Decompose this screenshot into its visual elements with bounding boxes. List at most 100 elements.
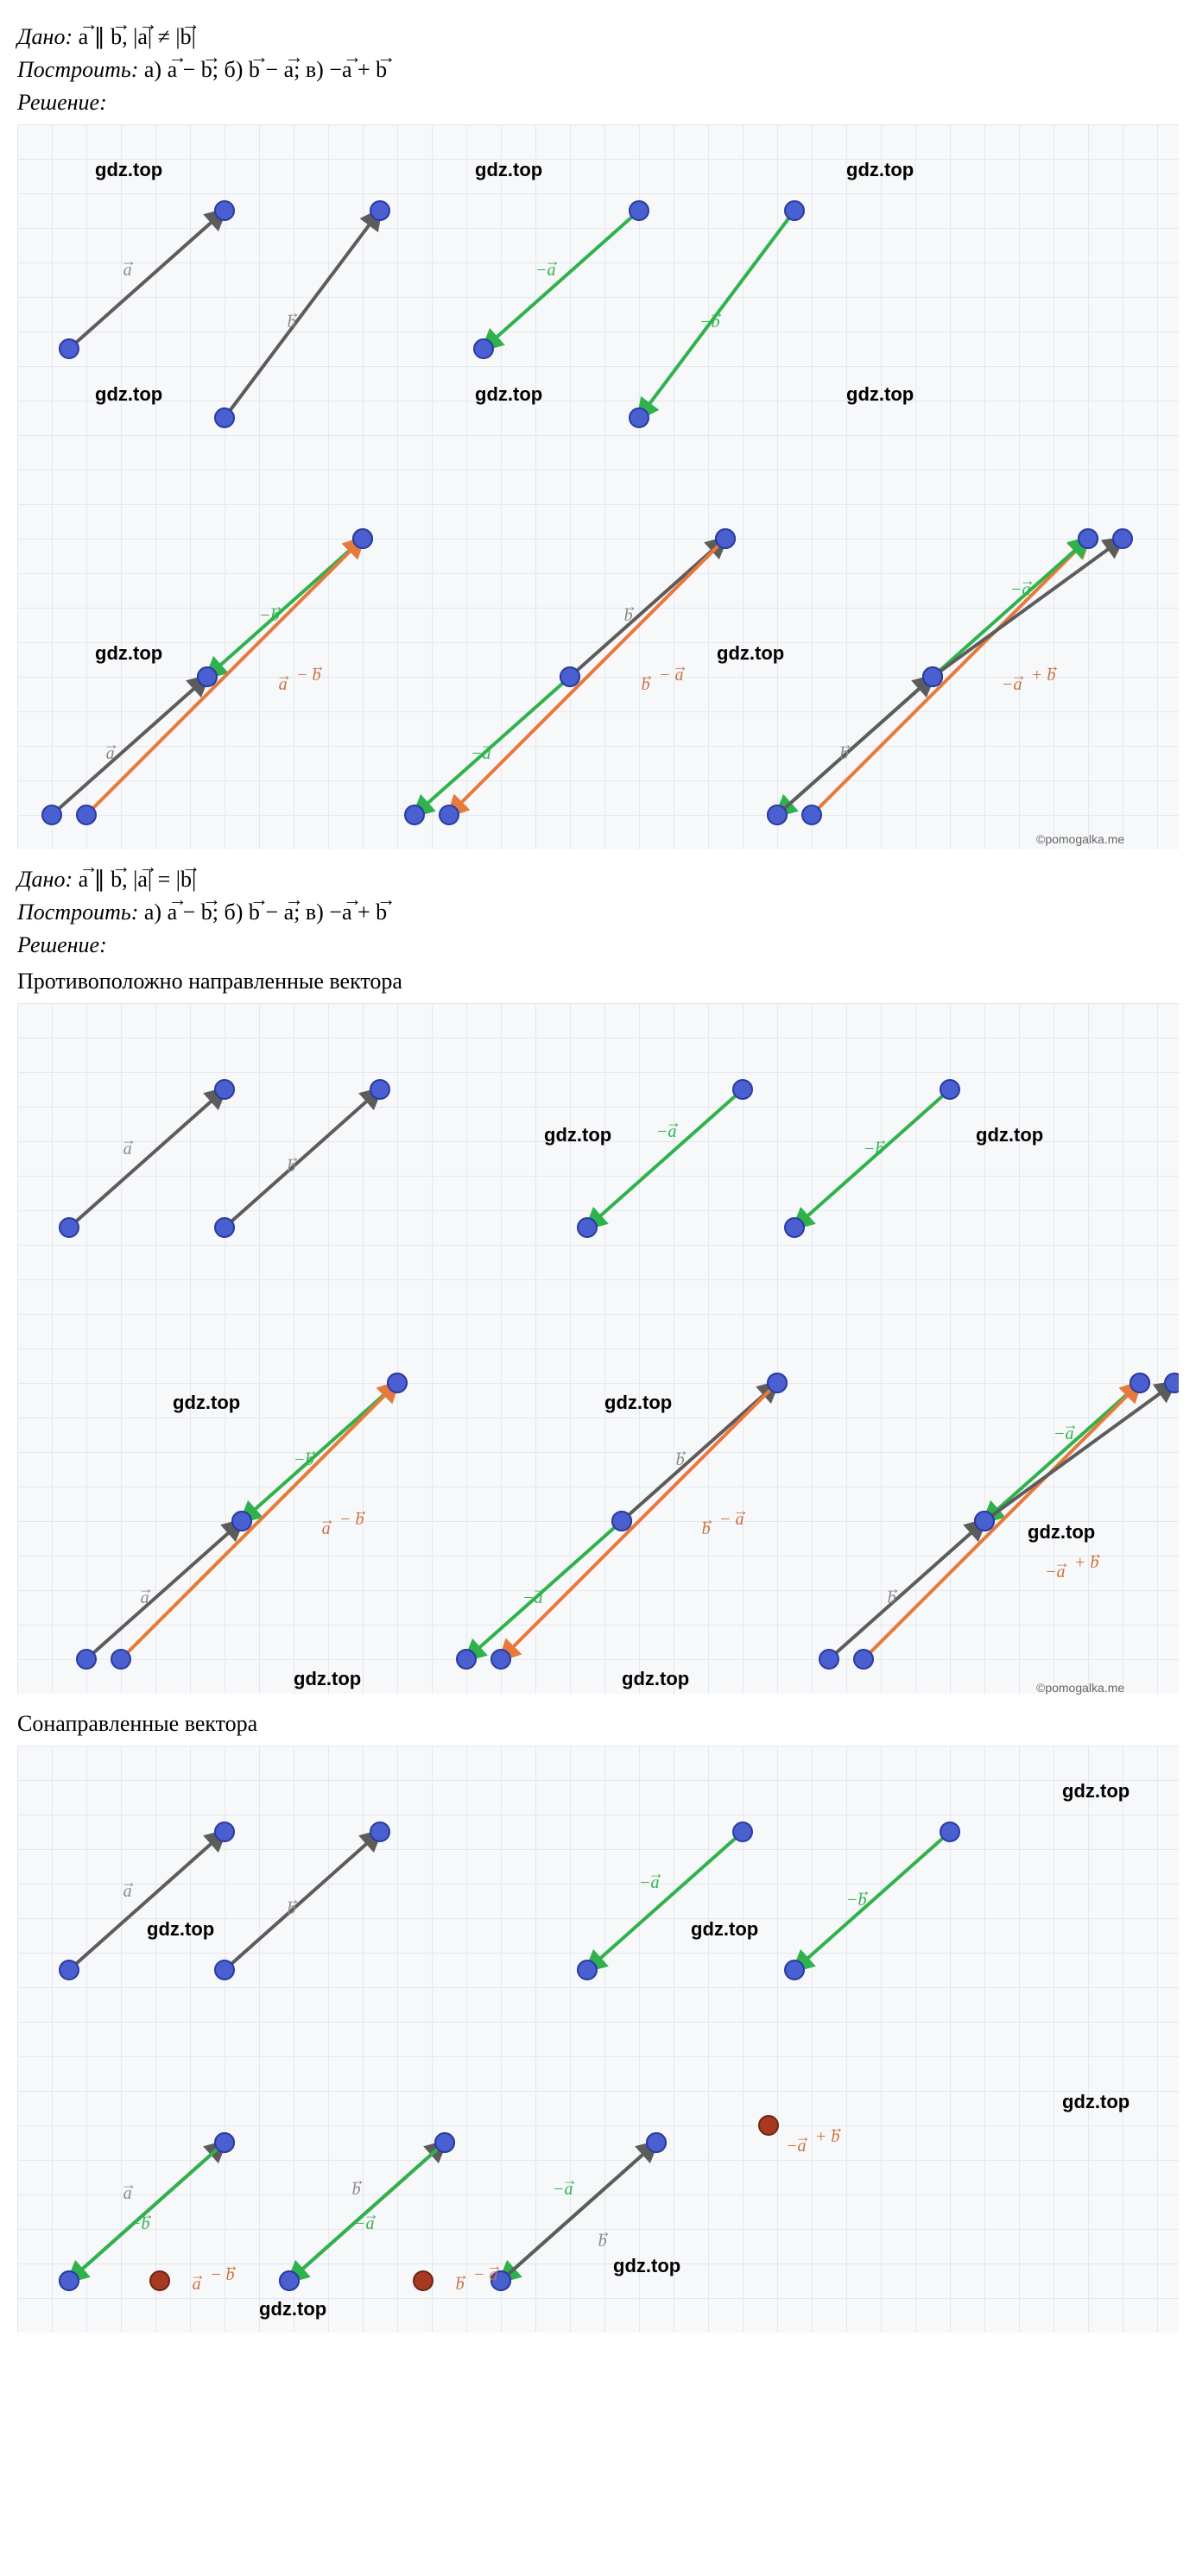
vector-line <box>207 539 363 677</box>
vector-endpoint <box>733 1080 752 1099</box>
vector-label: b→ − a→ <box>699 1501 749 1538</box>
vector-endpoint <box>280 2271 299 2290</box>
vector-line <box>777 677 933 815</box>
vector-endpoint <box>440 805 459 824</box>
vector-line <box>794 1089 950 1228</box>
build-prefix: Построить: <box>17 57 144 82</box>
vector-endpoint <box>215 1822 234 1841</box>
vector-line <box>622 1383 777 1521</box>
vector-label: −b→ <box>699 304 725 331</box>
vector-endpoint <box>1113 529 1132 548</box>
vector-endpoint <box>1130 1373 1149 1392</box>
result-point <box>759 2116 778 2135</box>
vector-line <box>570 539 725 677</box>
copyright: ©pomogalka.me <box>1036 832 1124 846</box>
vector-endpoint <box>802 805 821 824</box>
vector-endpoint <box>77 1650 96 1669</box>
heading-opposite: Противоположно направленные вектора <box>17 969 1179 994</box>
vector-label: a→ <box>121 252 136 280</box>
figure-svg: a→b→−a→−b→a→−b→a→ − b→−a→b→b→ − a→−a→b→−… <box>17 1003 1179 1694</box>
vector-endpoint <box>60 1960 79 1979</box>
vector-line <box>984 1383 1174 1521</box>
vector-endpoint <box>77 805 96 824</box>
vector-endpoint <box>560 667 579 686</box>
vector-line <box>794 1832 950 1970</box>
vector-label: −b→ <box>130 2206 155 2233</box>
vector-label: b→ <box>350 2171 365 2199</box>
vector-line <box>864 1383 1140 1659</box>
vector-endpoint <box>785 1218 804 1237</box>
vector-label: −b→ <box>864 1131 889 1159</box>
vector-line <box>86 1521 242 1659</box>
figure-1: a→b→−a→−b→a→−b→a→ − b→−a→b→b→ − a→−a→b→−… <box>17 124 1179 849</box>
vector-label: −a→ + b→ <box>1002 657 1060 694</box>
vector-label: −a→ <box>639 1865 664 1892</box>
vector-endpoint <box>232 1512 251 1531</box>
vector-label: a→ − b→ <box>320 1501 369 1538</box>
vector-endpoint <box>578 1960 597 1979</box>
vector-line <box>933 539 1088 677</box>
vector-line <box>501 2143 656 2281</box>
copyright: ©pomogalka.me <box>1036 1681 1124 1695</box>
vector-label: a→ <box>121 2175 136 2203</box>
vector-endpoint <box>457 1650 476 1669</box>
vector-endpoint <box>388 1373 407 1392</box>
vector-endpoint <box>60 1218 79 1237</box>
vector-label: b→ <box>885 1580 901 1607</box>
vector-line <box>484 211 639 349</box>
vector-endpoint <box>215 1218 234 1237</box>
build-body-2: а) a − b; б) b − a; в) −a + b <box>144 900 387 925</box>
vector-endpoint <box>353 529 372 548</box>
vector-endpoint <box>215 408 234 427</box>
vector-endpoint <box>474 339 493 358</box>
vector-endpoint <box>768 1373 787 1392</box>
result-point <box>150 2271 169 2290</box>
vector-endpoint <box>1165 1373 1179 1392</box>
solution-label-2: Решение: <box>17 932 1179 958</box>
build-prefix-2: Построить: <box>17 900 144 925</box>
vector-endpoint <box>975 1512 994 1531</box>
vector-endpoint <box>940 1822 959 1841</box>
vector-endpoint <box>491 1650 510 1669</box>
given-prefix: Дано: <box>17 24 79 49</box>
vector-endpoint <box>854 1650 873 1669</box>
vector-label: −a→ <box>522 1580 547 1607</box>
figure-svg: a→b→−a→−b→a→−b→a→ − b→−a→b→b→ − a→−a→b→−… <box>17 124 1179 849</box>
vector-line <box>69 211 225 349</box>
vector-line <box>587 1089 743 1228</box>
vector-endpoint <box>923 667 942 686</box>
vector-endpoint <box>785 1960 804 1979</box>
build-line-2: Построить: а) a − b; б) b − a; в) −a + b <box>17 900 1179 925</box>
vector-endpoint <box>612 1512 631 1531</box>
vector-line <box>225 1832 380 1970</box>
vector-label: −a→ <box>354 2206 379 2233</box>
vector-line <box>52 677 207 815</box>
vector-label: a→ <box>121 1873 136 1901</box>
vector-line <box>86 539 363 815</box>
vector-endpoint <box>819 1650 838 1669</box>
vector-label: b→ <box>838 736 853 763</box>
vector-line <box>933 539 1123 677</box>
build-body: а) a − b; б) b − a; в) −a + b <box>144 57 387 82</box>
vector-endpoint <box>785 201 804 220</box>
vector-line <box>829 1521 984 1659</box>
vector-endpoint <box>42 805 61 824</box>
solution-label-1: Решение: <box>17 90 1179 116</box>
vector-endpoint <box>630 408 649 427</box>
vector-endpoint <box>370 1080 389 1099</box>
vector-endpoint <box>768 805 787 824</box>
vector-label: b→ <box>285 1148 301 1176</box>
vector-endpoint <box>630 201 649 220</box>
result-point <box>414 2271 433 2290</box>
vector-line <box>225 1089 380 1228</box>
vector-endpoint <box>435 2133 454 2152</box>
given-line-2: Дано: a ∥ b, |a| = |b| <box>17 867 1179 893</box>
vector-endpoint <box>111 1650 130 1669</box>
vector-label: −a→ + b→ <box>1045 1544 1104 1582</box>
vector-label: −a→ <box>535 252 560 280</box>
vector-endpoint <box>215 201 234 220</box>
vector-label: b→ − a→ <box>639 657 688 694</box>
heading-codirectional: Сонаправленные вектора <box>17 1711 1179 1737</box>
vector-label: b→ <box>596 2223 611 2251</box>
vector-line <box>69 1089 225 1228</box>
